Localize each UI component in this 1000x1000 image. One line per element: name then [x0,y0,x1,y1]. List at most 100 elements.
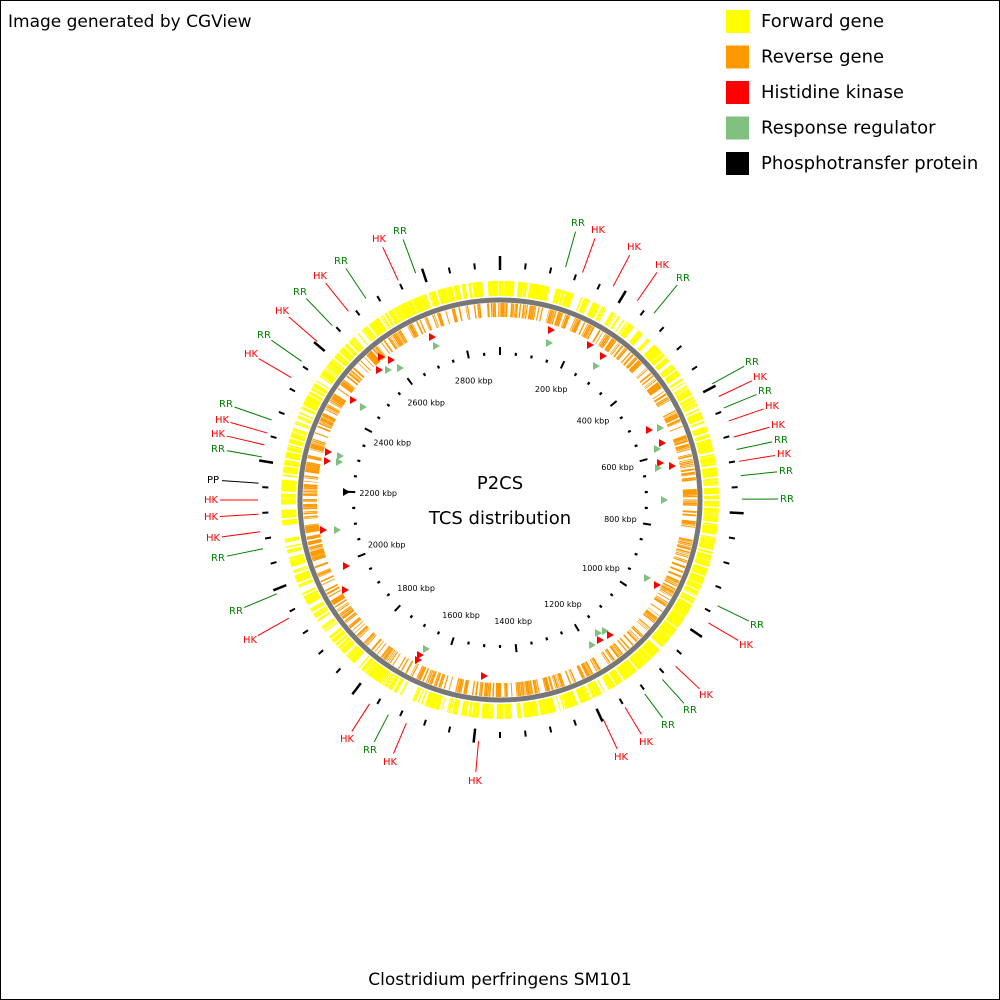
reverse-gene [628,630,639,641]
outer-tick [272,583,287,592]
forward-gene [694,558,710,566]
reverse-gene [527,305,532,320]
feature-label: RR [661,720,675,731]
forward-gene [701,468,718,473]
reverse-gene [681,471,696,476]
reverse-gene [669,425,683,432]
feature-leader [325,282,349,312]
reverse-gene [332,395,346,404]
outer-tick [423,719,427,726]
forward-gene [436,695,443,711]
outer-tick [335,326,342,333]
reverse-gene [383,340,394,353]
reverse-gene [310,551,325,557]
forward-gene [505,281,509,297]
forward-gene [483,703,487,719]
reverse-gene [657,592,670,601]
forward-gene [402,302,412,318]
scale-label: 600 kbp [601,463,634,472]
reverse-gene [427,670,434,684]
forward-gene [623,661,635,675]
reverse-gene [408,324,417,339]
forward-gene [528,701,534,717]
forward-gene [687,414,703,424]
forward-gene [682,403,698,412]
forward-gene [305,593,320,603]
reverse-gene [394,332,404,346]
forward-gene [468,701,473,718]
reverse-gene [616,348,628,361]
forward-gene [284,537,300,543]
forward-gene [688,577,703,585]
reverse-gene [326,405,340,414]
forward-gene [282,520,298,525]
scale-tick [422,372,427,377]
reverse-gene [350,370,363,381]
reverse-gene [305,469,320,474]
reverse-gene [548,309,554,324]
forward-gene [298,578,313,587]
scale-tick [559,631,564,635]
tcs-marker [325,448,332,456]
forward-gene [532,283,538,299]
forward-gene [675,602,690,613]
forward-gene [661,623,675,635]
reverse-gene [424,317,431,332]
feature-label: HK [244,349,259,360]
reverse-gene [600,335,610,348]
reverse-gene [660,586,674,595]
feature-label: RR [758,386,772,397]
forward-gene [489,703,492,719]
forward-gene [294,570,310,578]
reverse-gene [392,653,401,666]
forward-gene [282,522,298,526]
tcs-marker [360,403,367,411]
reverse-gene [538,307,544,322]
reverse-gene [589,658,598,672]
tcs-marker [669,462,676,470]
forward-gene [604,311,614,326]
forward-gene [323,369,337,380]
reverse-gene [535,679,540,694]
forward-gene [364,660,375,673]
outer-tick [728,536,736,540]
reverse-gene [443,675,449,690]
forward-gene [454,285,461,301]
reverse-gene [382,646,392,659]
forward-gene [544,698,551,714]
forward-gene [697,444,713,450]
forward-gene [461,284,466,300]
scale-tick [634,552,638,556]
forward-gene [321,370,336,382]
forward-gene [702,471,718,477]
forward-gene [346,343,358,355]
reverse-gene [305,466,320,471]
reverse-gene [647,607,660,617]
forward-gene [651,352,664,364]
reverse-gene [673,438,688,444]
tcs-marker [589,641,596,649]
tcs-marker [342,586,349,594]
forward-gene [410,299,418,314]
forward-gene [702,522,718,526]
forward-gene [419,296,426,311]
reverse-gene [551,310,557,325]
forward-gene [291,431,307,438]
forward-gene [475,282,481,298]
reverse-gene [464,680,470,695]
reverse-gene [460,679,465,694]
reverse-gene [523,681,527,696]
forward-gene [700,534,716,539]
legend-swatch [726,81,749,104]
forward-gene [567,293,575,309]
feature-leader [221,480,259,484]
forward-gene [691,568,707,577]
reverse-gene [529,680,534,695]
reverse-gene [343,379,356,390]
reverse-gene [631,626,643,638]
scale-label: 1200 kbp [544,600,582,609]
reverse-gene [681,523,696,527]
reverse-gene [680,465,695,469]
forward-gene [361,329,373,342]
outer-tick [447,267,452,274]
